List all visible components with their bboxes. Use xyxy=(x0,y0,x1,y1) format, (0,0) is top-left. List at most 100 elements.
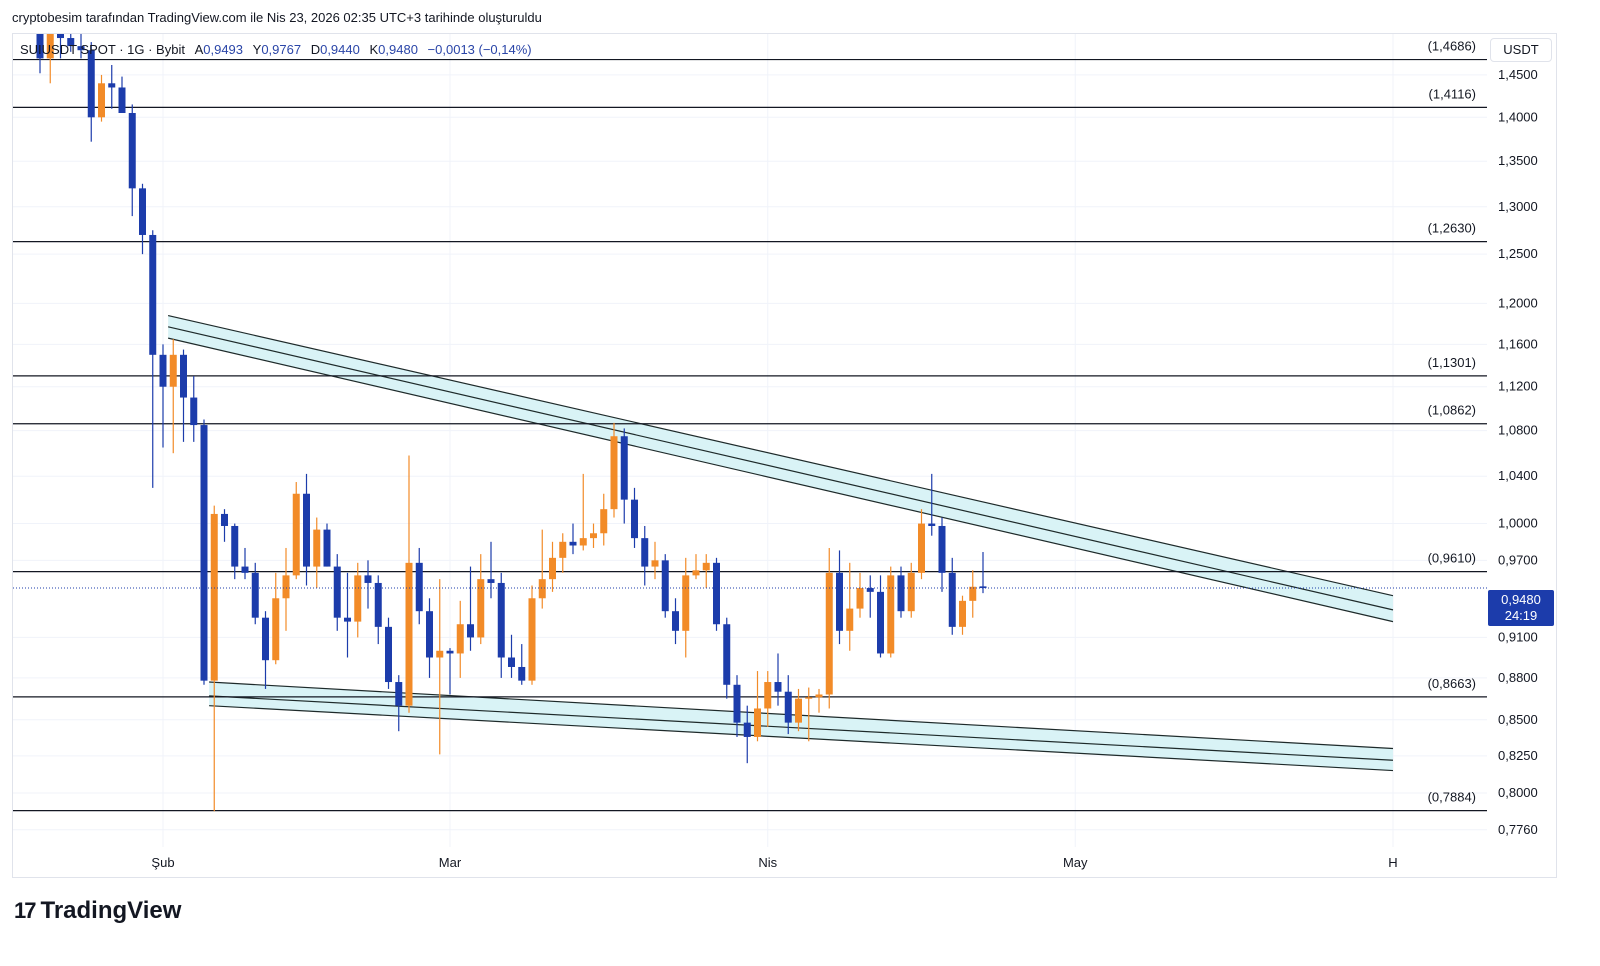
level-label: (1,2630) xyxy=(1428,221,1476,236)
y-tick-label: 1,4000 xyxy=(1498,109,1538,124)
ohlc-legend: SUIUSDT SPOT · 1G · Bybit A0,9493 Y0,976… xyxy=(20,42,532,57)
candle-body xyxy=(918,523,925,573)
candle-body xyxy=(661,560,669,612)
close-label: K xyxy=(369,42,379,57)
candle-body xyxy=(549,557,556,580)
candle-body xyxy=(190,397,198,426)
candle-body xyxy=(487,579,495,583)
candle-body xyxy=(815,694,823,698)
support-channel-fill xyxy=(209,682,1393,771)
candle-body xyxy=(497,582,505,658)
candle-body xyxy=(754,708,761,737)
candle-body xyxy=(856,588,864,609)
y-tick-label: 0,9700 xyxy=(1498,552,1538,567)
y-tick-label: 1,3500 xyxy=(1498,153,1538,168)
candle-body xyxy=(805,697,813,699)
candle-body xyxy=(723,624,731,685)
candle-body xyxy=(774,682,782,692)
y-tick-label: 1,0000 xyxy=(1498,516,1538,531)
candle-body xyxy=(600,509,608,534)
symbol-label[interactable]: SUIUSDT SPOT · 1G · Bybit xyxy=(20,42,185,57)
tradingview-logo-icon: 17 xyxy=(14,898,37,923)
candle-body xyxy=(579,538,587,546)
y-tick-label: 0,9100 xyxy=(1498,629,1538,644)
y-tick-label: 1,1600 xyxy=(1498,336,1538,351)
candle-body xyxy=(743,722,751,737)
candle-body xyxy=(928,523,936,526)
candle-body xyxy=(969,586,977,601)
y-tick-label: 1,4500 xyxy=(1498,67,1538,82)
resistance-channel-middle-line xyxy=(167,326,1394,611)
candle-body xyxy=(180,354,187,398)
candle-body xyxy=(456,624,464,654)
y-tick-label: 0,8800 xyxy=(1498,670,1538,685)
tradingview-logo[interactable]: 17 TradingView xyxy=(14,897,181,925)
candle-body xyxy=(57,34,64,39)
y-tick-label: 0,7760 xyxy=(1498,822,1538,837)
candle-body xyxy=(733,684,741,723)
candle-body xyxy=(262,617,269,661)
change-value: −0,0013 (−0,14%) xyxy=(427,42,532,57)
candle-body xyxy=(98,83,105,118)
candle-body xyxy=(128,112,136,189)
close-value: 0,9480 xyxy=(378,42,418,57)
y-tick-label: 0,8000 xyxy=(1498,785,1538,800)
high-label: Y xyxy=(252,42,262,57)
low-value: 0,9440 xyxy=(320,42,360,57)
candle-body xyxy=(385,626,392,683)
candle-body xyxy=(210,513,218,681)
candle-body xyxy=(866,588,874,592)
candle-body xyxy=(118,87,126,113)
open-label: A xyxy=(194,42,204,57)
candle-body xyxy=(87,50,95,118)
level-label: (1,4686) xyxy=(1428,39,1476,54)
candle-body xyxy=(907,572,915,612)
candle-body xyxy=(538,579,546,599)
candle-body xyxy=(415,562,423,612)
last-price-value: 0,9480 xyxy=(1501,592,1541,607)
x-tick-label: Nis xyxy=(758,855,777,870)
candle-body xyxy=(887,575,895,654)
resistance-channel-upper-line xyxy=(167,314,1394,597)
candle-body xyxy=(241,566,249,573)
candle-body xyxy=(897,575,905,612)
candle-body xyxy=(836,572,843,631)
candle-body xyxy=(467,624,474,638)
y-tick-label: 1,2000 xyxy=(1498,295,1538,310)
candle-body xyxy=(610,436,618,510)
candle-body xyxy=(795,698,802,723)
candle-body xyxy=(108,83,116,88)
candle-body xyxy=(651,560,659,567)
candle-body xyxy=(477,579,485,638)
high-value: 0,9767 xyxy=(261,42,302,57)
candle-body xyxy=(692,570,700,576)
candle-body xyxy=(67,38,75,47)
candle-body xyxy=(528,598,536,681)
last-price-tag: 0,9480 24:19 xyxy=(1488,590,1554,626)
x-tick-label: Şub xyxy=(151,855,174,870)
level-label: (1,4116) xyxy=(1429,86,1476,101)
candle-body xyxy=(231,525,239,567)
candle-body xyxy=(149,234,157,355)
candle-body xyxy=(979,586,987,589)
candle-body xyxy=(282,575,290,599)
candle-body xyxy=(221,513,228,526)
candle-body xyxy=(446,650,454,654)
candle-body xyxy=(641,538,649,567)
tradingview-logo-text: TradingView xyxy=(40,897,182,924)
candle-body xyxy=(405,562,413,706)
candle-body xyxy=(764,682,772,709)
candle-body xyxy=(959,600,966,627)
candle-body xyxy=(272,598,280,661)
candle-body xyxy=(313,529,321,567)
open-value: 0,9493 xyxy=(203,42,244,57)
currency-selector[interactable]: USDT xyxy=(1490,38,1552,62)
candle-body xyxy=(344,617,351,622)
support-channel-lower-line xyxy=(209,705,1394,772)
y-tick-label: 1,3000 xyxy=(1498,199,1538,214)
y-tick-label: 1,0800 xyxy=(1498,423,1538,438)
candle-body xyxy=(426,611,433,658)
candle-body xyxy=(77,46,85,51)
candle-body xyxy=(46,34,54,59)
